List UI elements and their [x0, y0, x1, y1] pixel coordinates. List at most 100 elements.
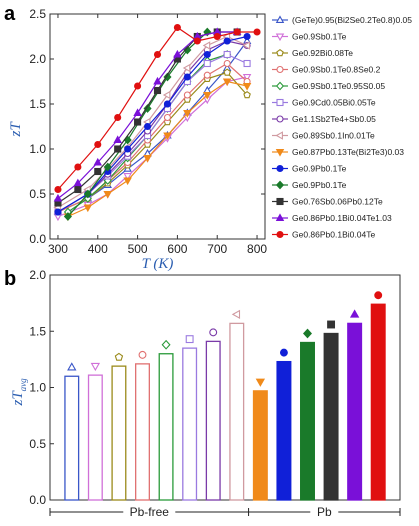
- bar-rect: [300, 341, 315, 501]
- series-line: [57, 35, 248, 213]
- data-point: [123, 173, 132, 181]
- legend-label: Ge0.9Sb0.1Te0.95S0.05: [292, 81, 385, 91]
- data-point: [222, 78, 232, 87]
- data-point: [133, 108, 142, 116]
- legend-label: Ge0.9Pb0.1Te: [292, 164, 347, 174]
- series-line: [57, 31, 238, 204]
- data-point: [163, 100, 172, 108]
- data-point: [243, 91, 251, 99]
- data-point: [182, 63, 191, 73]
- data-point: [173, 49, 182, 58]
- bar-marker: [279, 348, 288, 357]
- data-point: [243, 32, 251, 41]
- bar-rect: [135, 363, 150, 501]
- data-point: [223, 59, 231, 68]
- data-point: [83, 204, 93, 213]
- data-point: [173, 23, 181, 32]
- bar-marker: [349, 309, 360, 318]
- chart-a-series-13: [54, 23, 261, 194]
- data-point: [103, 162, 112, 172]
- legend-entry: Ge0.92Bi0.08Te: [272, 48, 353, 58]
- legend-entry: Ge0.9Pb0.1Te: [272, 164, 347, 174]
- data-point: [242, 41, 251, 50]
- legend-label: Ge0.86Pb0.1Bi0.04Te1.03: [292, 213, 392, 223]
- bar-marker: [90, 362, 101, 372]
- series-line: [67, 80, 248, 218]
- data-point: [183, 45, 192, 55]
- data-point: [63, 212, 72, 221]
- panel-a-label: a: [4, 3, 16, 25]
- chart-a-y-tick-label: 0.0: [29, 232, 46, 246]
- legend-entry: Ge0.87Pb0.13Te(Bi2Te3)0.03: [272, 147, 404, 157]
- legend-entry: Ge0.9Sb0.1Te0.95S0.05: [272, 81, 385, 91]
- legend-label: Ge0.87Pb0.13Te(Bi2Te3)0.03: [292, 147, 404, 157]
- legend-label: Ge0.76Sb0.06Pb0.12Te: [292, 197, 383, 207]
- chart-a-y-axis-title: zT: [8, 121, 24, 138]
- bar-rect: [347, 322, 363, 501]
- data-point: [74, 185, 82, 194]
- data-point: [113, 135, 122, 143]
- bar-3: [135, 350, 150, 501]
- chart-b-group-brackets: Pb-free Pb: [49, 505, 401, 519]
- chart-a-series: [53, 23, 261, 222]
- legend-entry: (GeTe)0.95(Bi2Se0.2Te0.8)0.05: [272, 15, 412, 25]
- data-point: [153, 50, 162, 59]
- data-point: [94, 140, 102, 149]
- data-point: [203, 92, 212, 100]
- bar-rect: [111, 365, 127, 501]
- data-point: [134, 118, 142, 126]
- data-point: [233, 28, 241, 36]
- chart-a-series-2: [54, 68, 251, 216]
- series-line: [57, 31, 238, 199]
- series-line: [57, 53, 248, 213]
- legend-label: Ge1.1Sb2Te4+Sb0.05: [292, 114, 376, 124]
- legend-marker: [275, 15, 285, 23]
- data-point: [183, 110, 192, 118]
- bar-rect: [229, 322, 245, 501]
- bar-marker: [138, 350, 147, 359]
- bar-rect: [64, 375, 80, 501]
- legend-label: Ge0.92Bi0.08Te: [292, 48, 353, 58]
- data-point: [223, 68, 231, 76]
- series-line: [57, 40, 248, 213]
- chart-b-y-tick-label: 0.0: [29, 493, 46, 507]
- data-point: [162, 90, 171, 100]
- legend-entry: Ge0.9Sb0.1Te: [272, 32, 347, 42]
- bar-marker: [374, 291, 383, 300]
- legend-marker: [276, 49, 284, 57]
- chart-b-y-tick-label: 0.5: [29, 437, 46, 451]
- series-line: [57, 76, 248, 218]
- bar-4: [158, 339, 174, 501]
- data-point: [193, 37, 201, 45]
- bar-2: [111, 352, 127, 501]
- chart-a-frame: [49, 13, 266, 240]
- legend-label: Ge0.9Sb0.1Te0.8Se0.2: [292, 65, 381, 75]
- chart-b-y-tick-label: 1.0: [29, 381, 46, 395]
- data-point: [54, 185, 62, 194]
- legend-entry: Ge0.9Pb0.1Te: [272, 180, 347, 190]
- group-label-bg: [123, 505, 176, 519]
- chart-a-ticks: 0.0 0.5 1.0 1.5 2.0 2.5 300 400 500 600 700 800: [29, 7, 267, 256]
- chart-a-y-tick-label: 0.5: [29, 187, 46, 201]
- chart-b-y-axis-title: zTavg: [10, 378, 28, 407]
- bar-marker: [231, 309, 241, 320]
- bar-rect: [182, 347, 198, 501]
- chart-a-series-8: [63, 78, 252, 222]
- chart-a-series-11: [54, 28, 241, 207]
- data-point: [203, 71, 211, 79]
- panel-b-label: b: [4, 268, 16, 290]
- bar-13: [370, 291, 386, 501]
- chart-a-series-0: [53, 36, 252, 215]
- bar-7: [229, 309, 245, 501]
- bar-rect: [323, 332, 339, 501]
- legend-entry: Ge0.9Sb0.1Te0.8Se0.2: [272, 65, 381, 75]
- legend-marker: [275, 213, 285, 221]
- bar-marker: [255, 378, 266, 387]
- bar-marker: [209, 328, 218, 337]
- chart-b-y-tick-label: 2.0: [29, 268, 46, 282]
- data-point: [242, 74, 252, 82]
- data-point: [123, 177, 132, 186]
- chart-a-y-tick-label: 1.5: [29, 97, 46, 111]
- data-point: [183, 73, 191, 81]
